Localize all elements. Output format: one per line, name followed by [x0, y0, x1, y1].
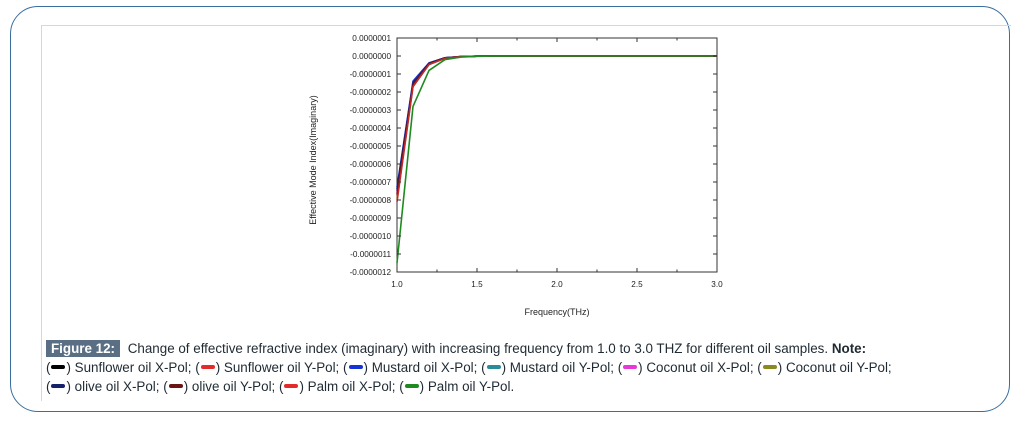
legend-swatch — [200, 365, 215, 370]
x-tick-label: 3.0 — [711, 280, 723, 289]
legend-swatch — [486, 365, 501, 370]
legend-label: Mustard oil X-Pol; — [371, 360, 478, 375]
y-tick-label: -0.0000001 — [350, 70, 392, 79]
series-layer — [396, 55, 717, 264]
y-tick-label: -0.0000005 — [350, 142, 392, 151]
figure-inner-border — [41, 25, 1011, 401]
legend-item: () olive oil Y-Pol; — [163, 379, 276, 394]
legend-item: () Sunflower oil Y-Pol; — [195, 360, 340, 375]
legend-swatch — [51, 365, 66, 370]
legend-label: olive oil Y-Pol; — [191, 379, 276, 394]
legend-label: Sunflower oil Y-Pol; — [223, 360, 340, 375]
legend-swatch — [762, 365, 777, 370]
legend-swatch — [168, 384, 183, 389]
legend-item: () Mustard oil Y-Pol; — [481, 360, 614, 375]
plot-frame — [396, 37, 718, 273]
legend-label: Coconut oil X-Pol; — [646, 360, 754, 375]
y-tick-label: 0.0000001 — [352, 34, 391, 43]
legend-item: () Mustard oil X-Pol; — [343, 360, 478, 375]
y-tick-label: -0.0000011 — [350, 250, 391, 259]
axes: 0.0000001 0.0000000 -0.0000001 -0.0000002 -0… — [350, 34, 724, 289]
y-tick-label: -0.0000009 — [350, 214, 392, 223]
figure-caption: Figure 12: Change of effective refractiv… — [46, 339, 994, 396]
legend-item: () Coconut oil Y-Pol; — [757, 360, 892, 375]
x-tick-label: 1.5 — [471, 280, 483, 289]
legend-swatch — [284, 384, 299, 389]
y-tick-label: -0.0000003 — [350, 106, 392, 115]
legend-label: Mustard oil Y-Pol; — [509, 360, 614, 375]
legend-label: Coconut oil Y-Pol; — [785, 360, 892, 375]
y-tick-label: 0.0000000 — [352, 52, 391, 61]
legend-label: olive oil X-Pol; — [74, 379, 160, 394]
legend-label: Palm oil X-Pol; — [307, 379, 396, 394]
caption-legend: () Sunflower oil X-Pol; () Sunflower oil… — [46, 360, 892, 394]
y-axis-label: Effective Mode Index(Imaginary) — [308, 95, 318, 224]
figure-label: Figure 12: — [46, 340, 120, 357]
y-tick-label: -0.0000010 — [350, 232, 392, 241]
legend-label: Sunflower oil X-Pol; — [74, 360, 192, 375]
caption-text: Change of effective refractive index (im… — [127, 341, 829, 356]
legend-item: () Palm oil X-Pol; — [279, 379, 396, 394]
series-line — [396, 55, 717, 264]
x-tick-label: 2.0 — [551, 280, 563, 289]
legend-item: () olive oil X-Pol; — [46, 379, 160, 394]
legend-label: Palm oil Y-Pol. — [427, 379, 515, 394]
legend-swatch — [51, 384, 66, 389]
legend-item: () Palm oil Y-Pol. — [399, 379, 515, 394]
y-tick-label: -0.0000007 — [350, 178, 392, 187]
x-tick-label: 2.5 — [631, 280, 643, 289]
line-chart: 0.0000001 0.0000000 -0.0000001 -0.0000002 -0… — [308, 34, 724, 317]
x-axis-label: Frequency(THz) — [524, 307, 589, 317]
y-tick-label: -0.0000006 — [350, 160, 392, 169]
legend-swatch — [404, 384, 419, 389]
legend-item: () Coconut oil X-Pol; — [617, 360, 754, 375]
plot-area — [396, 37, 718, 273]
legend-swatch — [348, 365, 363, 370]
note-label: Note: — [831, 341, 867, 356]
x-tick-label: 1.0 — [391, 280, 403, 289]
legend-swatch — [623, 365, 638, 370]
legend-item: () Sunflower oil X-Pol; — [46, 360, 192, 375]
y-tick-label: -0.0000004 — [350, 124, 392, 133]
y-tick-label: -0.0000012 — [350, 268, 392, 277]
y-tick-label: -0.0000002 — [350, 88, 392, 97]
y-tick-label: -0.0000008 — [350, 196, 392, 205]
